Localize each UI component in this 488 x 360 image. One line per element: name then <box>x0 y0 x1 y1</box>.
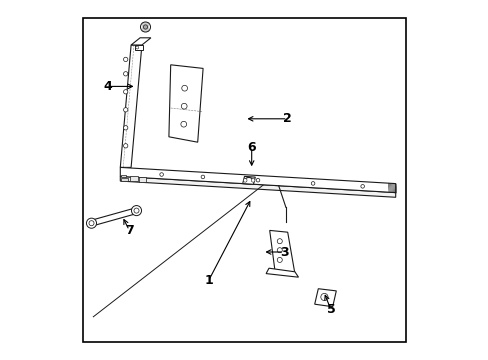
Circle shape <box>201 175 204 179</box>
Circle shape <box>182 85 187 91</box>
Circle shape <box>123 72 127 76</box>
Polygon shape <box>91 208 137 226</box>
Circle shape <box>160 173 163 176</box>
Bar <box>139 177 145 182</box>
Text: 1: 1 <box>203 274 212 287</box>
Circle shape <box>123 90 127 94</box>
Polygon shape <box>120 176 395 197</box>
Circle shape <box>181 121 186 127</box>
Circle shape <box>86 218 96 228</box>
Text: 4: 4 <box>103 80 112 93</box>
Circle shape <box>134 208 139 213</box>
Circle shape <box>256 179 259 182</box>
Circle shape <box>251 179 254 182</box>
Circle shape <box>89 221 94 226</box>
Circle shape <box>123 126 127 130</box>
Polygon shape <box>120 45 142 167</box>
Circle shape <box>131 206 141 216</box>
Circle shape <box>360 185 364 188</box>
Circle shape <box>320 293 327 301</box>
Text: 2: 2 <box>283 112 291 125</box>
Text: 3: 3 <box>279 246 288 258</box>
Polygon shape <box>314 289 336 307</box>
Polygon shape <box>242 176 255 184</box>
Circle shape <box>123 108 127 112</box>
Circle shape <box>123 57 127 62</box>
Polygon shape <box>131 38 151 45</box>
Circle shape <box>136 46 139 49</box>
Polygon shape <box>269 230 294 274</box>
Circle shape <box>277 248 282 253</box>
Circle shape <box>140 22 150 32</box>
Text: 7: 7 <box>124 224 133 237</box>
Circle shape <box>277 239 282 244</box>
Circle shape <box>311 181 314 185</box>
Circle shape <box>181 103 187 109</box>
Circle shape <box>123 144 127 148</box>
Circle shape <box>243 179 246 182</box>
Text: 5: 5 <box>326 303 335 316</box>
Bar <box>121 175 126 177</box>
Circle shape <box>277 257 282 262</box>
Text: 6: 6 <box>247 141 256 154</box>
Polygon shape <box>120 167 395 193</box>
Circle shape <box>143 25 147 29</box>
Polygon shape <box>265 268 298 277</box>
Polygon shape <box>168 65 203 142</box>
Polygon shape <box>134 45 142 50</box>
Bar <box>130 176 138 181</box>
Bar <box>121 178 127 181</box>
